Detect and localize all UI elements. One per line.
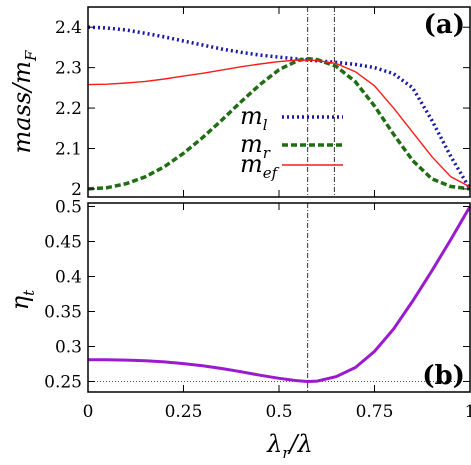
panel-b: 0.250.30.350.40.450.50 0.25 0.5 0.75 1(b) — [44, 198, 471, 422]
x-tick-label: 1 — [465, 402, 471, 422]
y-tick-label: 0.3 — [55, 338, 82, 358]
y-tick-label: 0.45 — [44, 233, 82, 253]
y-tick-label: 2.3 — [55, 59, 82, 79]
plot-frame — [87, 6, 471, 198]
x-tick-label: 0 — [83, 402, 94, 422]
y-tick-label: 0.4 — [55, 268, 82, 288]
x-tick-label: 0.75 — [356, 402, 394, 422]
legend-label: ml — [240, 102, 268, 134]
y-tick-label: 0.5 — [55, 198, 82, 218]
legend-label: mr — [240, 130, 271, 162]
panel-label: (b) — [422, 361, 465, 391]
y-tick-label: 2.2 — [55, 99, 82, 119]
series-line — [88, 205, 471, 384]
y-tick-label: 2.4 — [55, 18, 82, 38]
legend-label: mef — [240, 150, 280, 182]
y-tick-label: 2 — [71, 180, 82, 200]
x-tick-label: 0.5 — [265, 402, 292, 422]
y-tick-label: 0.25 — [44, 373, 82, 393]
y-axis-label: mass/mF — [8, 50, 40, 154]
series-line — [87, 25, 471, 190]
y-axis-label: ηt — [6, 289, 38, 310]
series-line — [87, 59, 471, 188]
x-axis-label: λr/λ — [266, 430, 313, 462]
panel-label: (a) — [424, 10, 465, 40]
y-tick-label: 2.1 — [55, 139, 82, 159]
axis-labels: mass/mF ηt λr/λ — [6, 50, 313, 462]
series-line — [87, 56, 471, 191]
plot-frame — [87, 202, 471, 393]
x-tick-label: 0.25 — [165, 402, 203, 422]
y-tick-label: 0.35 — [44, 303, 82, 323]
